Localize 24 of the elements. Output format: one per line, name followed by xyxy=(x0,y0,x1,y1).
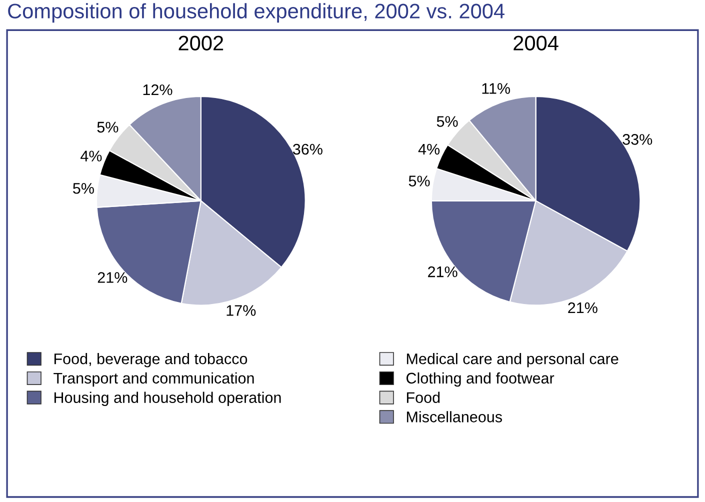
legend-label: Clothing and footwear xyxy=(406,372,554,387)
data-label: 17% xyxy=(226,305,256,316)
data-label: 36% xyxy=(292,144,322,155)
data-label: 5% xyxy=(73,183,94,194)
chart-title: 2002 xyxy=(178,36,224,50)
legend-label: Food xyxy=(406,392,440,403)
data-label: 5% xyxy=(436,116,458,127)
data-label: 4% xyxy=(80,150,102,162)
chart-title: 2004 xyxy=(514,36,558,50)
data-label: 5% xyxy=(97,122,118,133)
data-label: 33% xyxy=(622,134,652,145)
legend-label: Food, beverage and tobacco xyxy=(54,353,248,368)
legend-label: Transport and communication xyxy=(54,372,254,387)
data-label: 4% xyxy=(418,144,440,155)
text: Composition of household expenditure, 2002 vs. 2004 xyxy=(8,3,504,23)
data-label: 21% xyxy=(98,272,128,283)
data-label: 21% xyxy=(568,302,598,314)
legend-label: Miscellaneous xyxy=(406,411,502,422)
data-label: 5% xyxy=(408,176,430,186)
data-label: 11% xyxy=(482,83,510,94)
data-label: 21% xyxy=(428,266,458,278)
legend-label: Medical care and personal care xyxy=(406,353,618,368)
data-label: 12% xyxy=(143,84,172,96)
legend-label: Housing and household operation xyxy=(54,392,281,406)
